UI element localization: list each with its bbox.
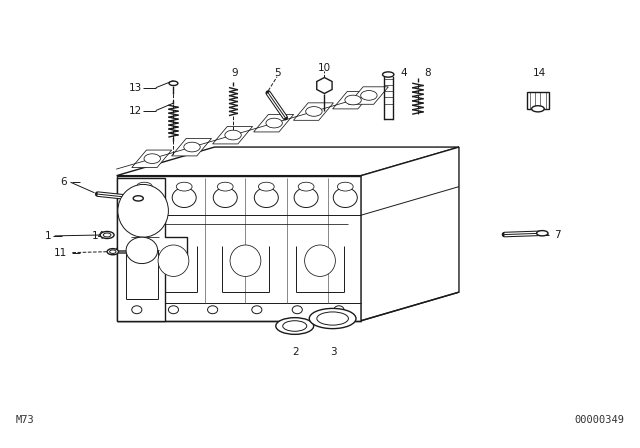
- Ellipse shape: [168, 306, 179, 314]
- Ellipse shape: [132, 306, 142, 314]
- Ellipse shape: [283, 321, 307, 331]
- Text: 1: 1: [45, 231, 52, 241]
- Text: 7: 7: [554, 230, 561, 240]
- Ellipse shape: [276, 318, 314, 334]
- Ellipse shape: [334, 306, 344, 314]
- Text: 5: 5: [274, 68, 280, 78]
- Text: 11: 11: [54, 248, 67, 258]
- Ellipse shape: [337, 182, 353, 191]
- Text: M73: M73: [15, 415, 35, 425]
- Ellipse shape: [126, 237, 157, 263]
- Ellipse shape: [333, 188, 357, 207]
- Ellipse shape: [100, 232, 114, 238]
- Ellipse shape: [306, 107, 322, 116]
- Text: 9: 9: [232, 68, 238, 78]
- Polygon shape: [294, 103, 333, 121]
- Ellipse shape: [309, 308, 356, 329]
- Ellipse shape: [207, 306, 218, 314]
- Ellipse shape: [184, 142, 200, 152]
- FancyBboxPatch shape: [527, 92, 549, 109]
- Ellipse shape: [225, 130, 241, 140]
- Text: 12: 12: [129, 106, 142, 116]
- Text: 4: 4: [401, 68, 408, 78]
- Ellipse shape: [118, 185, 168, 237]
- Polygon shape: [116, 147, 459, 176]
- Ellipse shape: [317, 312, 348, 325]
- Polygon shape: [212, 126, 253, 144]
- Ellipse shape: [230, 245, 261, 276]
- Ellipse shape: [136, 182, 152, 191]
- Ellipse shape: [103, 233, 111, 237]
- Polygon shape: [317, 78, 332, 94]
- Text: 8: 8: [424, 68, 431, 78]
- Ellipse shape: [383, 72, 394, 77]
- Ellipse shape: [298, 182, 314, 191]
- Ellipse shape: [292, 306, 302, 314]
- Ellipse shape: [218, 182, 233, 191]
- Ellipse shape: [169, 81, 178, 86]
- Ellipse shape: [144, 154, 161, 164]
- Ellipse shape: [176, 182, 192, 191]
- Ellipse shape: [213, 188, 237, 207]
- Ellipse shape: [305, 245, 335, 276]
- Ellipse shape: [254, 188, 278, 207]
- Ellipse shape: [131, 188, 155, 207]
- Ellipse shape: [259, 182, 274, 191]
- Polygon shape: [116, 178, 188, 321]
- Polygon shape: [116, 176, 361, 321]
- Ellipse shape: [133, 196, 143, 201]
- Ellipse shape: [252, 306, 262, 314]
- Polygon shape: [361, 147, 459, 321]
- Polygon shape: [132, 150, 172, 168]
- Polygon shape: [253, 114, 294, 132]
- Text: 2: 2: [292, 346, 300, 357]
- Text: 14: 14: [533, 68, 547, 78]
- Ellipse shape: [266, 118, 282, 128]
- Text: 3: 3: [331, 346, 337, 357]
- Ellipse shape: [172, 188, 196, 207]
- Ellipse shape: [107, 249, 118, 255]
- Polygon shape: [333, 91, 372, 109]
- Ellipse shape: [345, 95, 362, 105]
- Ellipse shape: [158, 245, 189, 276]
- Text: 14: 14: [92, 231, 104, 241]
- Ellipse shape: [294, 188, 318, 207]
- Polygon shape: [348, 87, 388, 104]
- Text: 00000349: 00000349: [575, 415, 625, 425]
- Text: 13: 13: [129, 83, 142, 93]
- Text: 10: 10: [318, 63, 331, 73]
- Polygon shape: [172, 138, 211, 156]
- Ellipse shape: [532, 106, 544, 112]
- Ellipse shape: [361, 90, 377, 100]
- Ellipse shape: [109, 250, 116, 254]
- Ellipse shape: [536, 231, 548, 236]
- Text: 6: 6: [61, 177, 67, 187]
